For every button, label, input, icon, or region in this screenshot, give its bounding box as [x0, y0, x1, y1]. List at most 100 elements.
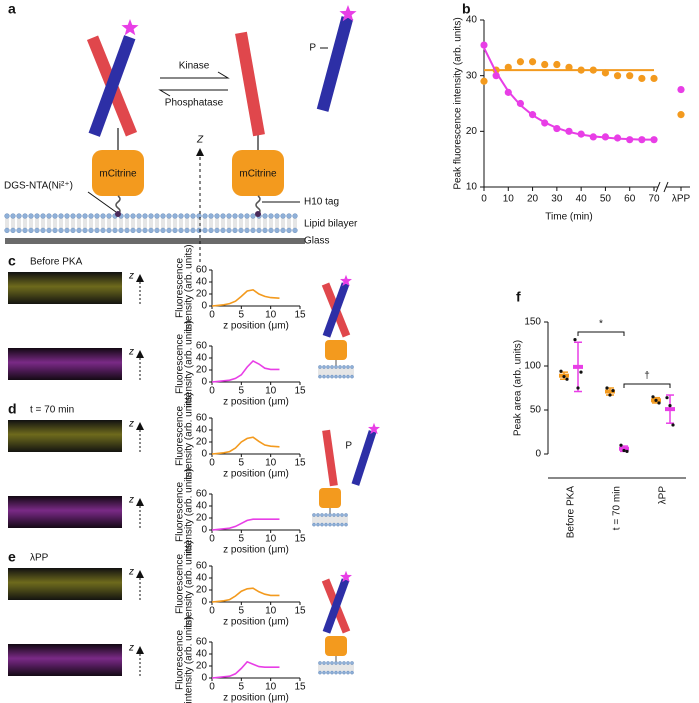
x-tick-label: 15	[294, 534, 306, 545]
lipid-head	[136, 213, 142, 219]
lipid-head	[346, 661, 350, 665]
lipid-head	[130, 227, 136, 234]
point	[559, 369, 563, 373]
lipid-head	[196, 213, 202, 219]
x-tick-label: 10	[265, 458, 277, 469]
lipid-head	[232, 227, 238, 234]
lipid-head	[190, 213, 196, 219]
lipid-head	[58, 227, 64, 234]
lipid-head	[190, 227, 196, 234]
point	[611, 389, 615, 393]
point	[657, 401, 661, 405]
lipid-head	[100, 213, 106, 219]
significance: †	[644, 371, 650, 382]
point	[677, 85, 685, 94]
label: Kinase	[179, 61, 210, 72]
y-tick-label: 20	[196, 585, 208, 596]
panel-label: b	[462, 1, 471, 17]
point	[654, 398, 658, 402]
point	[626, 72, 634, 80]
panel-label: c	[8, 253, 16, 269]
y-tick-label: 60	[196, 341, 208, 352]
z-label: z	[128, 495, 134, 506]
lipid-head	[344, 513, 348, 517]
lipid-head	[244, 213, 250, 219]
category-label: Before PKA	[566, 486, 577, 539]
lipid-head	[202, 227, 208, 234]
lipid-head	[130, 213, 136, 219]
callout	[87, 191, 117, 213]
condition-label: t = 70 min	[30, 405, 74, 416]
protein-box	[232, 150, 284, 196]
point	[601, 69, 610, 77]
y-tick-label: 40	[196, 353, 208, 364]
lipid-head	[316, 513, 320, 517]
label: mCitrine	[239, 169, 277, 180]
lipid-head	[226, 227, 232, 234]
lipid-head	[312, 522, 316, 527]
lipid-head	[106, 213, 112, 219]
lipid-head	[214, 227, 220, 234]
lipid-head	[268, 213, 274, 219]
lipid-head	[346, 365, 350, 369]
lipid-head	[220, 213, 226, 219]
y-axis-label: intensity (arb. units)	[184, 244, 195, 331]
lipid-head	[172, 213, 178, 219]
lipid-head	[342, 670, 346, 675]
lipid-head	[324, 513, 328, 517]
icon: P	[312, 422, 380, 527]
point	[638, 74, 646, 83]
lipid-head	[336, 522, 340, 527]
x-tick-label: 5	[239, 386, 245, 397]
z-label: z	[128, 271, 134, 282]
y-tick-label: 0	[201, 449, 207, 460]
point	[579, 370, 583, 374]
lipid-head	[338, 374, 342, 379]
y-axis-label: Fluorescence	[175, 554, 186, 614]
x-tick-label: 15	[294, 310, 306, 321]
lipid-head	[292, 227, 298, 234]
lipid-head	[280, 213, 286, 219]
point	[638, 136, 646, 144]
lipid-head	[70, 227, 76, 234]
point	[613, 72, 622, 80]
y-tick-label: 150	[524, 317, 541, 328]
lipid-head	[82, 213, 88, 219]
point	[613, 134, 622, 142]
axis-break	[663, 181, 669, 193]
x-tick-label: 10	[265, 606, 277, 617]
x-tick-label: 60	[624, 194, 636, 205]
lipid-head	[262, 227, 268, 234]
point	[562, 374, 566, 379]
panel-label: e	[8, 549, 16, 565]
lipid-head	[88, 227, 94, 234]
lipid-head	[250, 213, 256, 219]
mean	[665, 407, 675, 412]
lipid-head	[292, 213, 298, 219]
lipid-head	[10, 227, 16, 234]
image	[8, 420, 122, 452]
lipid-head	[232, 213, 238, 219]
lipid-head	[330, 670, 334, 675]
y-tick-label: 40	[466, 15, 478, 26]
panel-label: d	[8, 401, 17, 417]
label: Phosphatase	[165, 98, 224, 109]
lipid-head	[256, 227, 262, 234]
label: Z	[196, 135, 204, 146]
lipid-head	[196, 227, 202, 234]
protein-box	[325, 340, 347, 360]
x-tick-label: 20	[527, 194, 539, 205]
lipid-head	[94, 227, 100, 234]
y-tick-label: 100	[524, 361, 541, 372]
lipid-head	[34, 213, 40, 219]
lipid-head	[350, 374, 354, 379]
lipid-head	[326, 365, 330, 369]
x-tick-label: 10	[503, 194, 515, 205]
y-tick-label: 60	[196, 413, 208, 424]
lipid-head	[342, 365, 346, 369]
panel-label: a	[8, 1, 16, 17]
lipid-head	[350, 661, 354, 665]
y-tick-label: 0	[201, 525, 207, 536]
image	[8, 348, 122, 380]
